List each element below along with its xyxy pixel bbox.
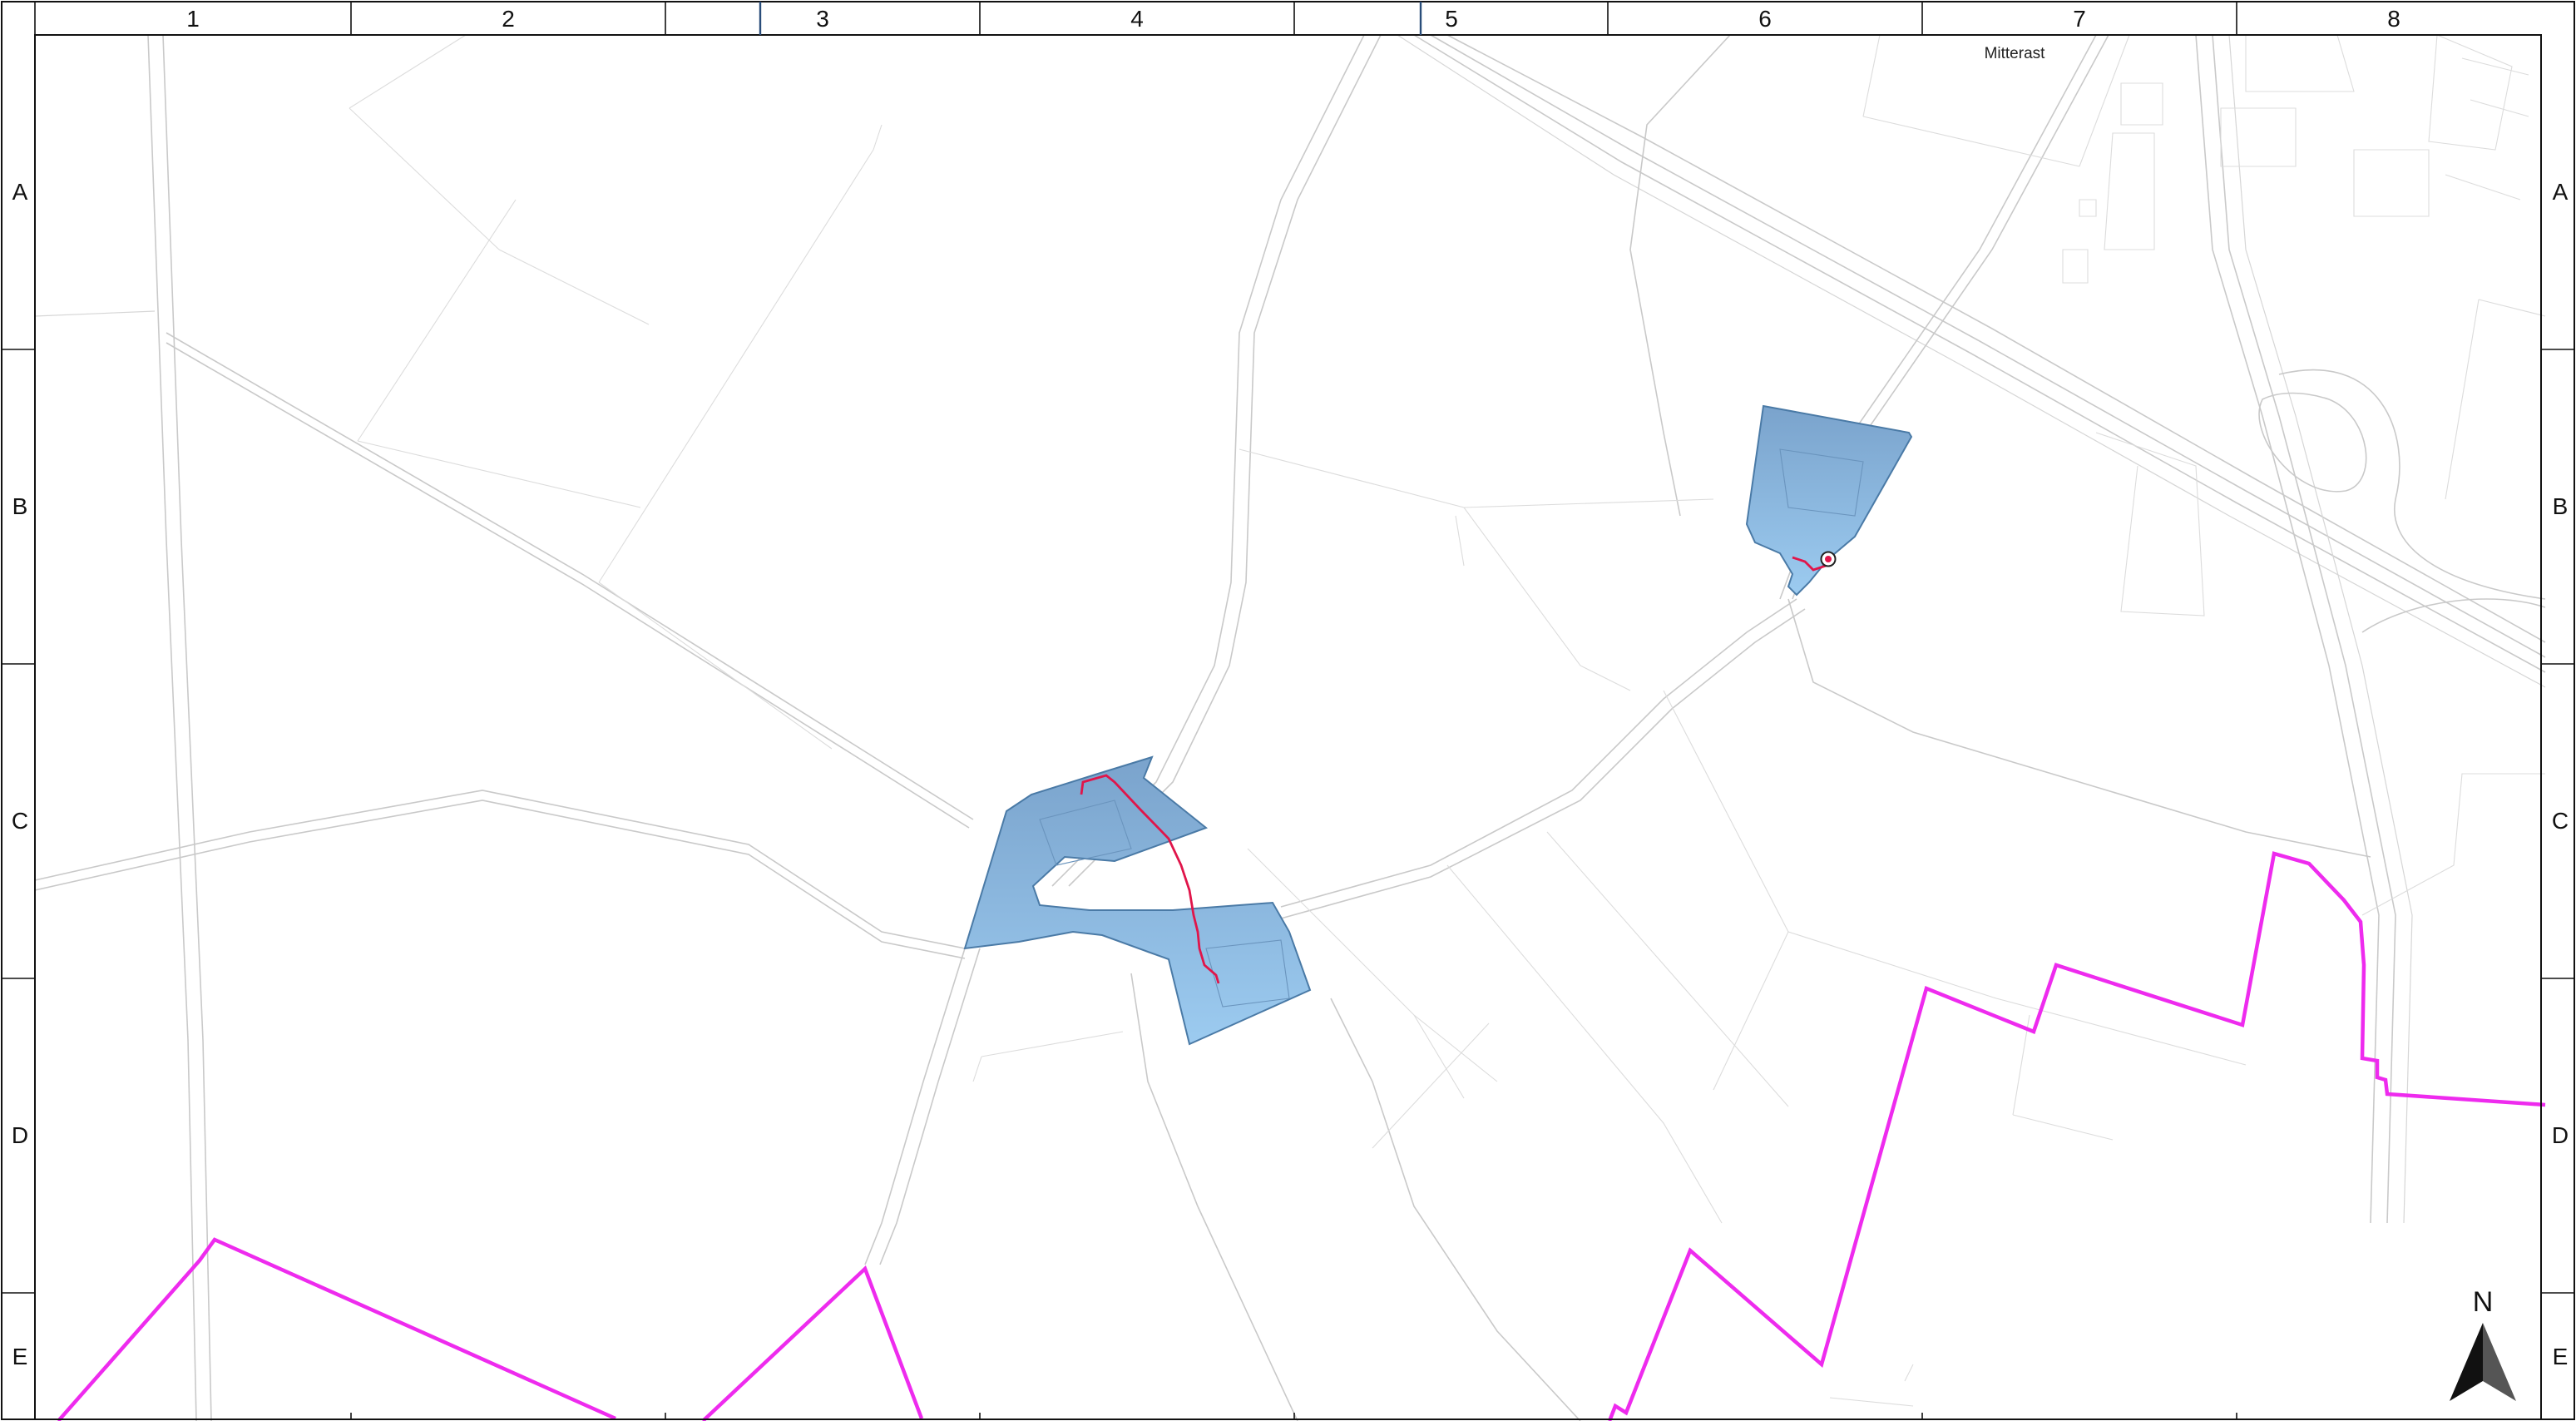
column-label-8: 8: [2387, 6, 2400, 32]
north-arrow-icon: N: [2450, 1286, 2516, 1401]
row-label-d-left: D: [12, 1122, 28, 1148]
municipal-boundary-layer: [57, 851, 2546, 1421]
project-areas-layer: [963, 404, 1913, 1046]
row-label-a-left: A: [12, 179, 28, 205]
row-label-e-left: E: [12, 1344, 28, 1369]
column-label-5: 5: [1445, 6, 1458, 32]
route-line-center: [1080, 774, 1220, 984]
column-label-2: 2: [502, 6, 515, 32]
column-label-3: 3: [816, 6, 829, 32]
row-labels-left: A B C D E: [12, 179, 28, 1369]
row-label-d-right: D: [2552, 1122, 2569, 1148]
row-label-c-right: C: [2552, 808, 2569, 834]
connection-point-marker[interactable]: [1820, 551, 1837, 567]
project-area-northeast[interactable]: [1745, 404, 1913, 597]
column-labels: 1 2 3 4 5 6 7 8: [186, 6, 2400, 32]
row-label-b-right: B: [2553, 493, 2569, 519]
row-label-c-left: C: [12, 808, 28, 834]
column-label-6: 6: [1758, 6, 1772, 32]
place-label-mitterast: Mitterast: [1985, 45, 2046, 62]
boundary-line-east: [1607, 851, 2546, 1421]
row-label-e-right: E: [2553, 1344, 2569, 1369]
cable-route-layer: [1080, 551, 1837, 984]
column-label-1: 1: [186, 6, 200, 32]
base-map-layer: [34, 34, 2546, 1421]
column-label-7: 7: [2073, 6, 2086, 32]
boundary-line-center: [701, 1265, 924, 1421]
row-label-a-right: A: [2553, 179, 2569, 205]
column-label-4: 4: [1130, 6, 1144, 32]
boundary-line-west: [57, 1237, 616, 1421]
project-area-center[interactable]: [963, 755, 1312, 1046]
north-arrow-label: N: [2473, 1286, 2494, 1318]
row-label-b-left: B: [12, 493, 28, 519]
row-labels-right: A B C D E: [2552, 179, 2569, 1369]
